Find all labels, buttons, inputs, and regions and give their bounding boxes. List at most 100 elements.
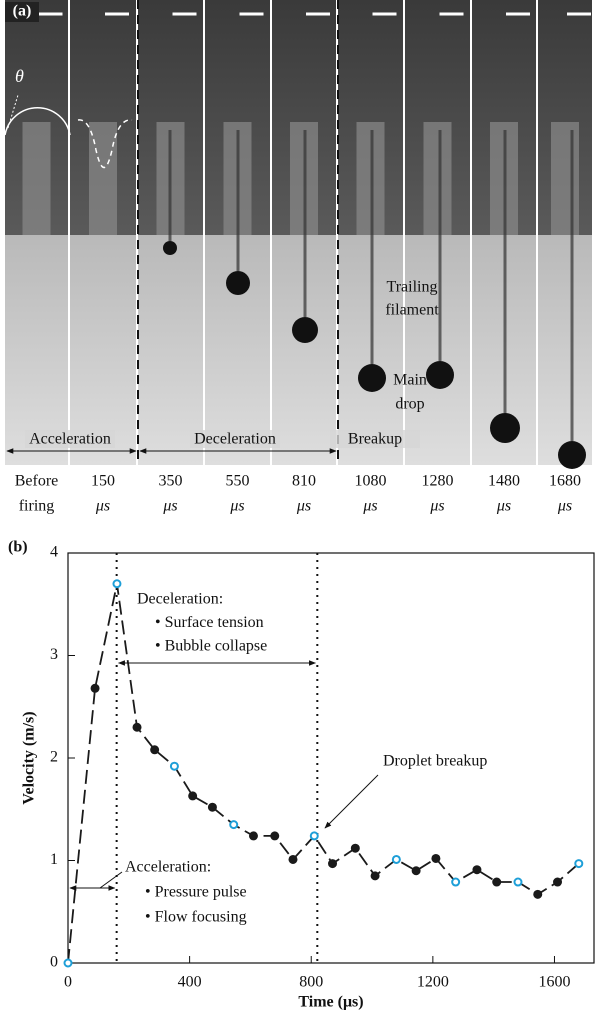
y-tick-label: 2	[50, 749, 58, 766]
note: drop	[395, 396, 424, 413]
nozzle	[89, 122, 117, 235]
x-tick-label: 1200	[417, 974, 449, 991]
point	[370, 871, 380, 881]
y-axis-label: Velocity (m/s)	[21, 711, 38, 804]
frame-label: 550	[226, 473, 250, 490]
point	[533, 889, 543, 899]
point-open	[112, 579, 122, 589]
y-tick-label: 4	[50, 544, 58, 561]
frame-label-unit: μs	[557, 498, 572, 515]
plot-frame	[67, 552, 595, 964]
annotation: Droplet breakup	[383, 753, 487, 770]
note: Main	[393, 372, 427, 389]
x-tick-label: 400	[178, 974, 202, 991]
phase-label: Deceleration	[194, 431, 276, 448]
frame-label: 1080	[355, 473, 387, 490]
frame-bottom	[138, 235, 203, 465]
point-open	[309, 831, 319, 841]
frame-label-unit: μs	[496, 498, 511, 515]
panel-a: Before firing 150 μs 350 μs 550 μs 810 μs 1080 μs 12…	[4, 0, 592, 515]
drop	[558, 441, 586, 469]
point-open	[451, 877, 461, 887]
point-open	[63, 958, 73, 968]
nozzle	[423, 122, 452, 235]
meniscus-dashed	[77, 119, 133, 169]
nozzle	[22, 122, 51, 235]
nozzle	[551, 122, 579, 235]
y-tick-label: 0	[50, 954, 58, 971]
point	[553, 877, 563, 887]
phase-label: Breakup	[348, 431, 402, 448]
frame-bottom	[538, 235, 592, 465]
x-tick-label: 1600	[538, 974, 570, 991]
annotation: • Flow focusing	[145, 909, 247, 926]
point	[492, 877, 502, 887]
frame-label: Before	[15, 473, 59, 490]
phase-bg	[25, 430, 115, 448]
panel-b: (b) 0 400 800 1200 1600 0 1 2 3 4 Time (μs) Velocity…	[8, 539, 595, 1011]
frame-label-unit: μs	[229, 498, 244, 515]
annotation: Deceleration:	[137, 591, 223, 608]
drop	[163, 241, 177, 255]
frame-label-unit: μs	[162, 498, 177, 515]
frame-label: 810	[292, 473, 316, 490]
point	[472, 865, 482, 875]
annotation-arrow	[324, 774, 379, 829]
angle-line	[7, 94, 19, 129]
point	[431, 853, 441, 863]
frame-label-unit: firing	[19, 498, 55, 515]
label-bg	[5, 2, 39, 22]
point-open	[169, 761, 179, 771]
point	[207, 802, 217, 812]
y-tick-label: 1	[50, 851, 58, 868]
point-open	[574, 859, 584, 869]
point	[150, 745, 160, 755]
frame-label: 1280	[422, 473, 454, 490]
drop	[226, 271, 250, 295]
annotation: Acceleration:	[125, 859, 211, 876]
frame-label-unit: μs	[429, 498, 444, 515]
frame-label-unit: μs	[296, 498, 311, 515]
theta: θ	[15, 66, 24, 86]
frame-label: 1680	[549, 473, 581, 490]
point	[270, 831, 280, 841]
frame-bottom	[70, 235, 136, 465]
note: filament	[385, 302, 439, 319]
frame-label-unit: μs	[95, 498, 110, 515]
x-tick-label: 800	[299, 974, 323, 991]
point	[288, 854, 298, 864]
point	[188, 791, 198, 801]
drop	[292, 317, 318, 343]
point	[132, 722, 142, 732]
x-axis-label: Time (μs)	[298, 994, 363, 1011]
drop	[426, 361, 454, 389]
trend-line	[67, 583, 580, 964]
point	[328, 859, 338, 869]
frame-bottom	[405, 235, 470, 465]
note: Trailing	[387, 279, 438, 296]
frame-bottom	[5, 235, 68, 465]
panel-label: (a)	[13, 3, 32, 20]
drop	[358, 364, 386, 392]
y-tick-label: 3	[50, 646, 58, 663]
frame-label: 1480	[488, 473, 520, 490]
point-open	[513, 877, 523, 887]
point-open	[391, 854, 401, 864]
annotation: • Surface tension	[155, 614, 264, 631]
phase-bg	[190, 430, 280, 448]
annotation-leader	[99, 871, 123, 889]
frame-label: 350	[159, 473, 183, 490]
phase-bg	[330, 430, 420, 448]
point	[90, 683, 100, 693]
point	[411, 866, 421, 876]
annotation: • Pressure pulse	[145, 884, 247, 901]
frame-label: 150	[91, 473, 115, 490]
point-open	[229, 820, 239, 830]
x-tick-label: 0	[64, 974, 72, 991]
drop	[490, 413, 520, 443]
phase-label: Acceleration	[29, 431, 111, 448]
point	[350, 843, 360, 853]
annotation: • Bubble collapse	[155, 638, 267, 655]
panel-label: (b)	[8, 539, 28, 556]
